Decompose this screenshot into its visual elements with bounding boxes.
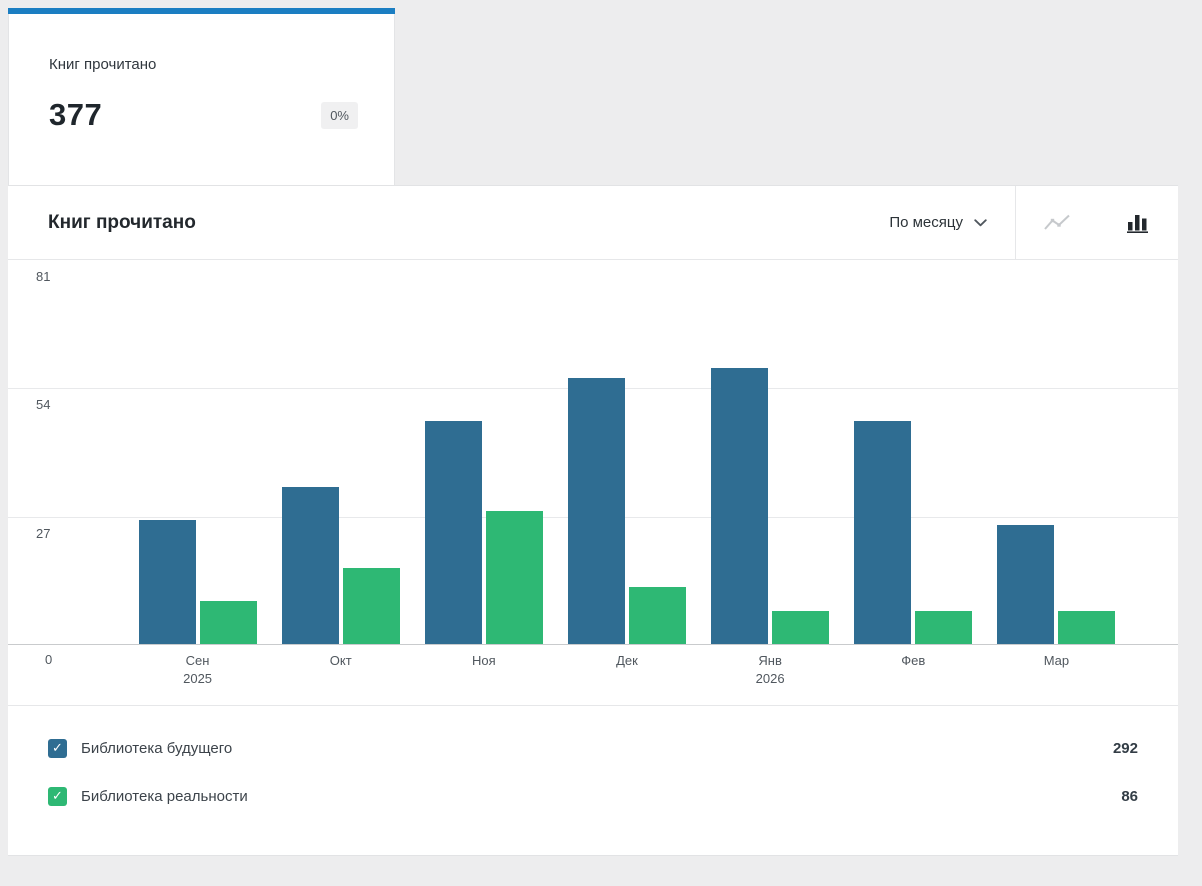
bar-primary-Фев[interactable] xyxy=(854,420,912,644)
header-controls: По месяцу xyxy=(889,186,1178,259)
bar-secondary-Фев[interactable] xyxy=(915,610,973,644)
panel-header: Книг прочитано По месяцу xyxy=(8,186,1178,260)
period-dropdown[interactable]: По месяцу xyxy=(889,186,1015,259)
y-tick-label-27: 27 xyxy=(36,525,51,541)
x-tick-Янв: Янв 2026 xyxy=(755,653,785,686)
plot-area: 27 54 81 xyxy=(8,260,1178,645)
bar-primary-Ноя[interactable] xyxy=(424,420,482,644)
bar-primary-Дек[interactable] xyxy=(567,377,625,644)
line-chart-toggle-button[interactable] xyxy=(1016,186,1097,259)
bar-secondary-Мар[interactable] xyxy=(1058,610,1116,644)
bar-secondary-Янв[interactable] xyxy=(772,610,830,644)
legend-checkbox-1[interactable]: ✓ xyxy=(48,786,67,806)
bars-row xyxy=(8,260,1178,644)
bar-primary-Мар[interactable] xyxy=(997,525,1055,644)
bar-primary-Окт[interactable] xyxy=(281,487,339,644)
x-tick-Фев: Фев xyxy=(901,653,926,668)
stat-tab-books-read[interactable]: Книг прочитано 377 0% xyxy=(8,8,395,185)
panel-title: Книг прочитано xyxy=(48,211,196,233)
y-tick-label-0: 0 xyxy=(45,652,53,667)
bar-group-Фев xyxy=(842,420,985,644)
x-axis-row: 0 Сен 2025 Окт Ноя Дек Янв 2026 Фев Мар xyxy=(8,645,1178,706)
bar-primary-Янв[interactable] xyxy=(711,368,769,644)
bar-primary-Сен[interactable] xyxy=(138,520,196,644)
line-chart-icon xyxy=(1043,214,1070,230)
legend-row-primary[interactable]: ✓ Библиотека будущего 292 xyxy=(48,724,1138,772)
chart-panel: Книг прочитано По месяцу xyxy=(8,185,1178,856)
stat-card-delta-badge: 0% xyxy=(321,101,358,129)
stat-card-label: Книг прочитано xyxy=(49,56,157,73)
y-tick-label-54: 54 xyxy=(36,397,51,413)
legend-row-secondary[interactable]: ✓ Библиотека реальности 86 xyxy=(48,772,1138,820)
bar-group-Дек xyxy=(555,377,698,644)
legend-label-secondary: Библиотека реальности xyxy=(81,787,248,805)
bar-chart-icon xyxy=(1126,214,1148,233)
legend: ✓ Библиотека будущего 292 ✓ Библиотека р… xyxy=(8,706,1178,855)
stat-card-value: 377 xyxy=(49,97,103,132)
bar-group-Мар xyxy=(985,525,1128,644)
bar-group-Ноя xyxy=(412,420,555,644)
bar-group-Янв xyxy=(699,368,842,644)
bar-secondary-Дек[interactable] xyxy=(628,586,686,644)
period-dropdown-label: По месяцу xyxy=(889,214,963,231)
x-tick-Окт: Окт xyxy=(329,653,352,668)
bar-group-Сен xyxy=(126,520,269,644)
checkmark-icon: ✓ xyxy=(52,740,63,755)
x-tick-Ноя: Ноя xyxy=(472,653,496,668)
x-tick-Дек: Дек xyxy=(616,653,638,668)
y-tick-label-81: 81 xyxy=(36,269,51,284)
legend-value-secondary: 86 xyxy=(1121,787,1138,805)
legend-label-primary: Библиотека будущего xyxy=(81,739,233,757)
bar-secondary-Ноя[interactable] xyxy=(485,510,543,644)
checkmark-icon: ✓ xyxy=(52,788,63,803)
legend-checkbox-0[interactable]: ✓ xyxy=(48,738,67,758)
header-divider xyxy=(1015,186,1016,259)
bar-chart-toggle-button[interactable] xyxy=(1097,186,1178,259)
legend-value-primary: 292 xyxy=(1112,739,1138,757)
bar-secondary-Сен[interactable] xyxy=(199,601,257,644)
active-tab-accent xyxy=(8,8,395,14)
bar-secondary-Окт[interactable] xyxy=(342,567,400,644)
chevron-down-icon xyxy=(974,218,987,226)
bar-group-Окт xyxy=(269,487,412,644)
x-tick-Мар: Мар xyxy=(1043,653,1070,668)
x-tick-Сен: Сен 2025 xyxy=(183,653,213,686)
